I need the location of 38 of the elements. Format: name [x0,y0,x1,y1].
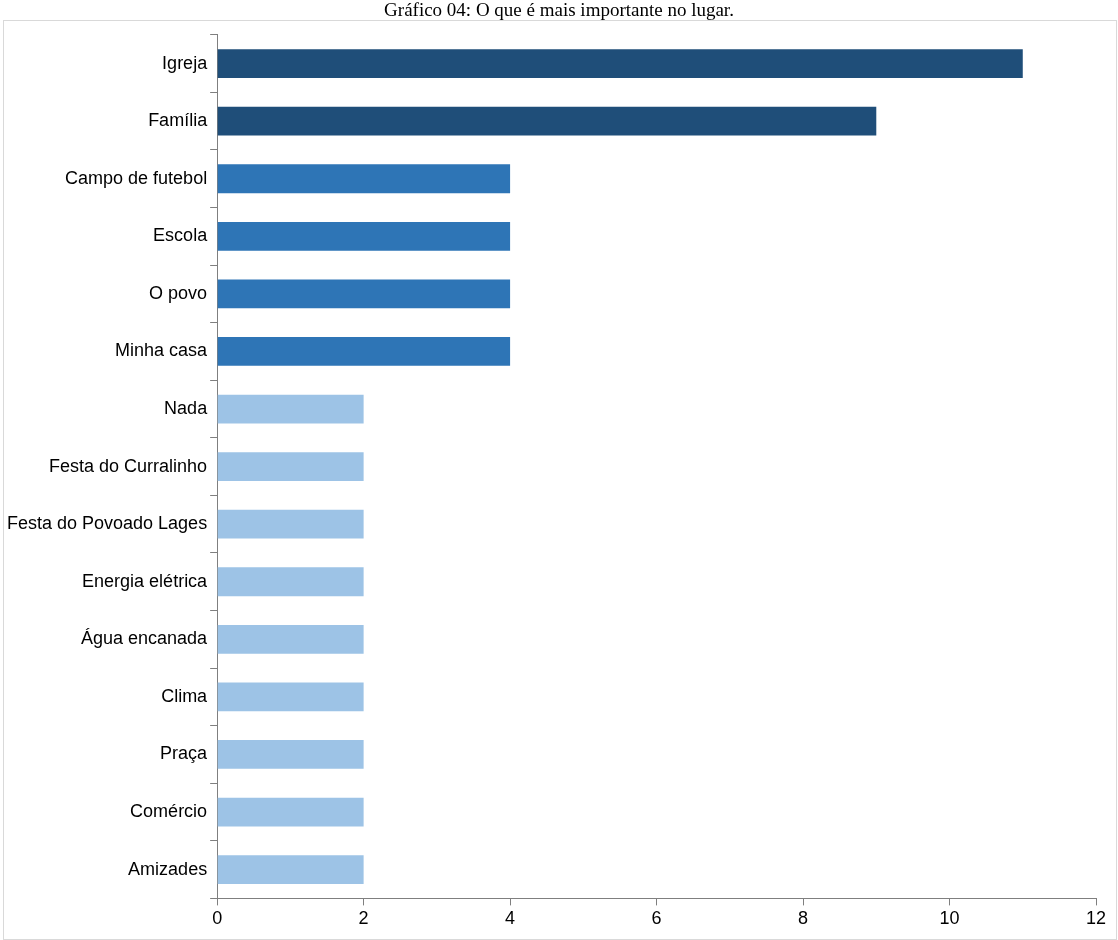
y-tick-label: Água encanada [81,628,209,649]
bar [217,164,511,194]
y-tick-label: O povo [149,282,208,303]
x-tick-label: 6 [651,908,662,929]
bar [217,394,364,424]
bar [217,221,511,251]
y-tick-label: Amizades [128,858,208,879]
bar [217,624,364,654]
y-tick-label: Festa do Curralinho [49,455,208,476]
y-tick-label: Praça [160,743,209,764]
bar [217,49,1023,78]
bar [217,855,364,885]
y-tick-label: Festa do Povoado Lages [6,513,208,534]
bar [217,740,364,769]
bar [217,682,364,712]
y-tick-label: Clima [161,685,209,706]
chart-title: Gráfico 04: O que é mais importante no lugar. [383,0,735,20]
x-tick-label: 10 [939,908,960,929]
x-tick-label: 8 [798,908,809,929]
y-tick-label: Igreja [162,52,209,73]
bar [217,797,364,827]
x-tick-label: 12 [1085,908,1107,929]
bar [217,509,364,539]
bar [217,567,364,597]
y-tick-label: Nada [164,398,209,418]
y-tick-label: Campo de futebol [65,167,208,188]
x-tick-label: 4 [505,908,516,929]
bar [217,279,511,309]
bar [217,337,511,366]
y-tick-label: Escola [153,225,209,246]
y-tick-label: Comércio [130,801,208,822]
x-tick-label: 2 [358,908,369,929]
y-tick-label: Família [148,110,209,131]
x-tick-label: 0 [212,908,223,929]
y-tick-label: Minha casa [115,340,209,361]
bar [217,452,364,481]
bar [217,106,877,136]
y-tick-label: Energia elétrica [82,570,209,591]
